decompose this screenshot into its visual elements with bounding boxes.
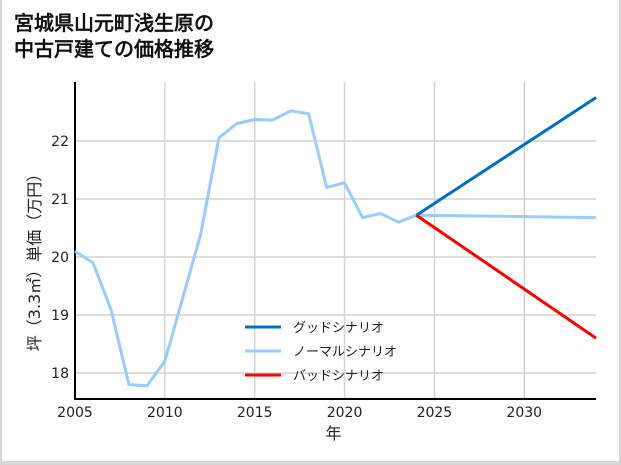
x-tick-label: 2020: [327, 405, 363, 421]
x-axis-label: 年: [325, 424, 341, 443]
x-tick-label: 2030: [506, 405, 542, 421]
series-line: [415, 213, 597, 340]
x-tick-label: 2015: [237, 405, 273, 421]
x-tick-label: 2025: [417, 405, 453, 421]
legend-label: グッドシナリオ: [293, 321, 384, 336]
chart-title: 宮城県山元町浅生原の 中古戸建ての価格推移: [14, 10, 214, 62]
y-tick-label: 18: [51, 366, 69, 382]
x-tick-label: 2010: [147, 405, 183, 421]
y-tick-label: 22: [51, 134, 69, 150]
legend-label: ノーマルシナリオ: [293, 345, 397, 360]
title-line-2: 中古戸建ての価格推移: [14, 37, 214, 61]
y-tick-label: 19: [51, 308, 69, 324]
y-axis-label: 坪（3.3㎡）単価（万円）: [25, 166, 44, 351]
series-line: [74, 109, 597, 388]
title-line-1: 宮城県山元町浅生原の: [14, 11, 214, 35]
series-line: [415, 96, 597, 217]
x-tick-label: 2005: [57, 405, 93, 421]
legend-label: バッドシナリオ: [293, 369, 384, 384]
y-tick-label: 21: [51, 192, 69, 208]
y-tick-label: 20: [51, 250, 69, 266]
